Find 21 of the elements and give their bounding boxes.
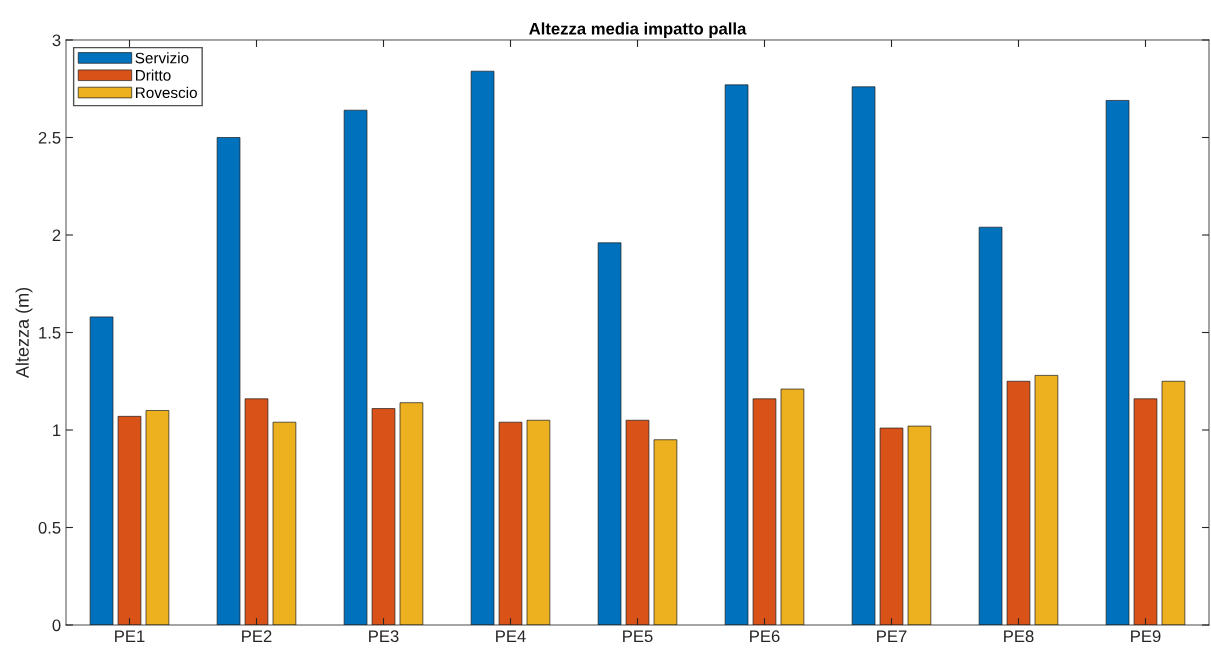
x-tick-label: PE4 (496, 630, 526, 642)
x-tick-label: PE6 (750, 630, 780, 643)
y-tick-label: 0 (52, 619, 61, 632)
x-tick-label: PE9 (1131, 630, 1161, 643)
y-tick-label: 2 (52, 229, 61, 242)
x-tick-label: PE1 (115, 630, 145, 642)
chart-title: Altezza media impatto palla (529, 22, 747, 38)
x-tick-label: PE7 (877, 630, 907, 642)
x-tick-label: PE8 (1004, 630, 1034, 643)
y-tick-label: 0.5 (38, 521, 61, 534)
y-tick-label: 1.5 (39, 327, 61, 339)
x-tick-label: PE3 (369, 630, 399, 643)
y-tick-label: 3 (52, 34, 61, 47)
legend-label: Rovescio (136, 86, 197, 99)
y-tick-label: 2.5 (38, 131, 61, 144)
x-tick-label: PE5 (623, 630, 653, 643)
x-tick-label: PE2 (242, 630, 272, 642)
legend-label: Dritto (136, 69, 171, 81)
y-tick-label: 1 (53, 424, 61, 437)
legend-label: Servizio (135, 52, 189, 64)
y-axis-title: Altezza (m) (15, 287, 33, 379)
